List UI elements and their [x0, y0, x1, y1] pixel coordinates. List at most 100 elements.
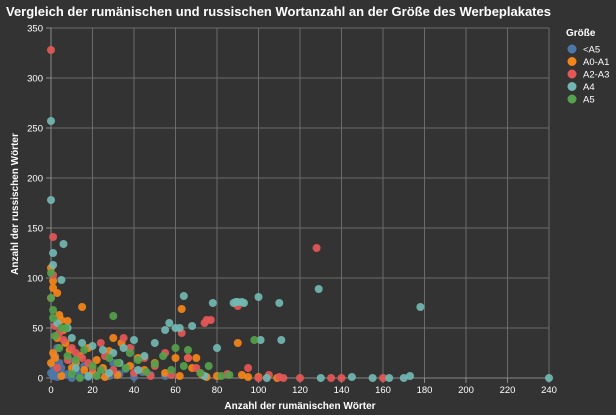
data-point	[545, 374, 553, 382]
x-axis-title: Anzahl der rumänischen Wörter	[224, 401, 375, 412]
series-A4	[47, 117, 553, 382]
x-tick-label: 0	[48, 385, 53, 396]
x-tick-label: 240	[541, 385, 557, 396]
axes: 0 20 40 60 80 100 120 140 160 180 200 220 240 0 50 100 1…	[27, 24, 557, 397]
data-point	[47, 359, 55, 367]
data-point	[63, 317, 72, 325]
data-point	[279, 374, 288, 382]
legend-symbol	[567, 82, 577, 91]
data-point	[213, 344, 221, 352]
data-point	[175, 324, 184, 332]
data-point	[225, 371, 234, 379]
data-point	[165, 319, 174, 327]
legend-symbol	[567, 57, 577, 66]
data-point	[119, 334, 128, 342]
data-point	[96, 339, 105, 347]
data-point	[59, 240, 68, 248]
data-point	[275, 299, 284, 307]
data-point	[49, 249, 58, 257]
data-point	[49, 306, 58, 314]
data-point	[47, 46, 55, 54]
data-point	[150, 339, 159, 347]
data-point	[109, 334, 118, 342]
data-point	[71, 364, 80, 372]
data-point	[49, 261, 58, 269]
data-point	[55, 344, 64, 352]
legend-symbol	[567, 69, 577, 79]
data-point	[208, 299, 217, 307]
data-point	[78, 354, 87, 362]
data-point	[250, 336, 259, 344]
data-point	[233, 339, 242, 347]
data-point	[277, 336, 286, 344]
data-point	[177, 305, 186, 313]
data-point	[71, 349, 80, 357]
data-point	[63, 352, 72, 360]
data-point	[368, 374, 377, 382]
data-point	[192, 354, 201, 362]
data-point	[105, 369, 114, 377]
data-point	[96, 366, 105, 374]
data-point	[161, 369, 170, 377]
x-tick-label: 100	[251, 385, 267, 396]
data-point	[171, 344, 180, 352]
data-point	[188, 322, 197, 330]
data-point	[119, 344, 128, 352]
y-tick-label: 150	[27, 224, 43, 235]
data-point	[67, 334, 76, 342]
data-point	[312, 244, 321, 252]
data-point	[76, 374, 84, 382]
data-point	[49, 277, 58, 285]
data-point	[416, 303, 425, 311]
grid	[50, 27, 550, 379]
data-point	[337, 374, 346, 382]
data-point	[399, 374, 408, 382]
y-tick-label: 350	[27, 24, 43, 35]
data-point	[204, 362, 213, 370]
y-tick-label: 0	[38, 374, 43, 385]
data-point	[167, 366, 176, 374]
data-point	[92, 372, 101, 380]
data-point	[134, 366, 143, 374]
data-point	[59, 336, 68, 344]
chart-title: Vergleich der rumänischen und russischen…	[6, 4, 551, 19]
data-point	[88, 362, 97, 370]
data-point	[49, 314, 58, 322]
data-point	[171, 354, 180, 362]
data-point	[134, 356, 143, 364]
x-tick-label: 140	[334, 385, 350, 396]
legend-title: Größe	[566, 28, 596, 39]
data-point	[78, 339, 87, 347]
data-point	[159, 352, 168, 360]
data-point	[316, 374, 325, 382]
data-point	[130, 336, 138, 344]
data-point	[240, 299, 248, 307]
data-point	[113, 359, 122, 367]
legend-label: A4	[583, 82, 595, 93]
x-tick-label: 160	[375, 385, 391, 396]
data-point	[92, 356, 101, 364]
data-point	[150, 360, 159, 368]
data-point	[88, 342, 97, 350]
data-point	[179, 362, 188, 370]
data-point	[314, 285, 323, 293]
data-point	[161, 326, 170, 334]
x-tick-label: 220	[500, 385, 516, 396]
data-point	[98, 346, 107, 354]
data-point	[49, 233, 58, 241]
data-point	[47, 269, 55, 277]
data-point	[406, 372, 414, 380]
data-point	[105, 354, 114, 362]
x-tick-label: 20	[87, 385, 98, 396]
data-point	[47, 196, 55, 204]
data-point	[206, 316, 215, 324]
data-point	[254, 374, 263, 382]
data-point	[57, 372, 66, 380]
data-point	[256, 336, 265, 344]
data-point	[296, 374, 304, 382]
legend-label: <A5	[583, 45, 600, 56]
data-point	[57, 276, 66, 284]
